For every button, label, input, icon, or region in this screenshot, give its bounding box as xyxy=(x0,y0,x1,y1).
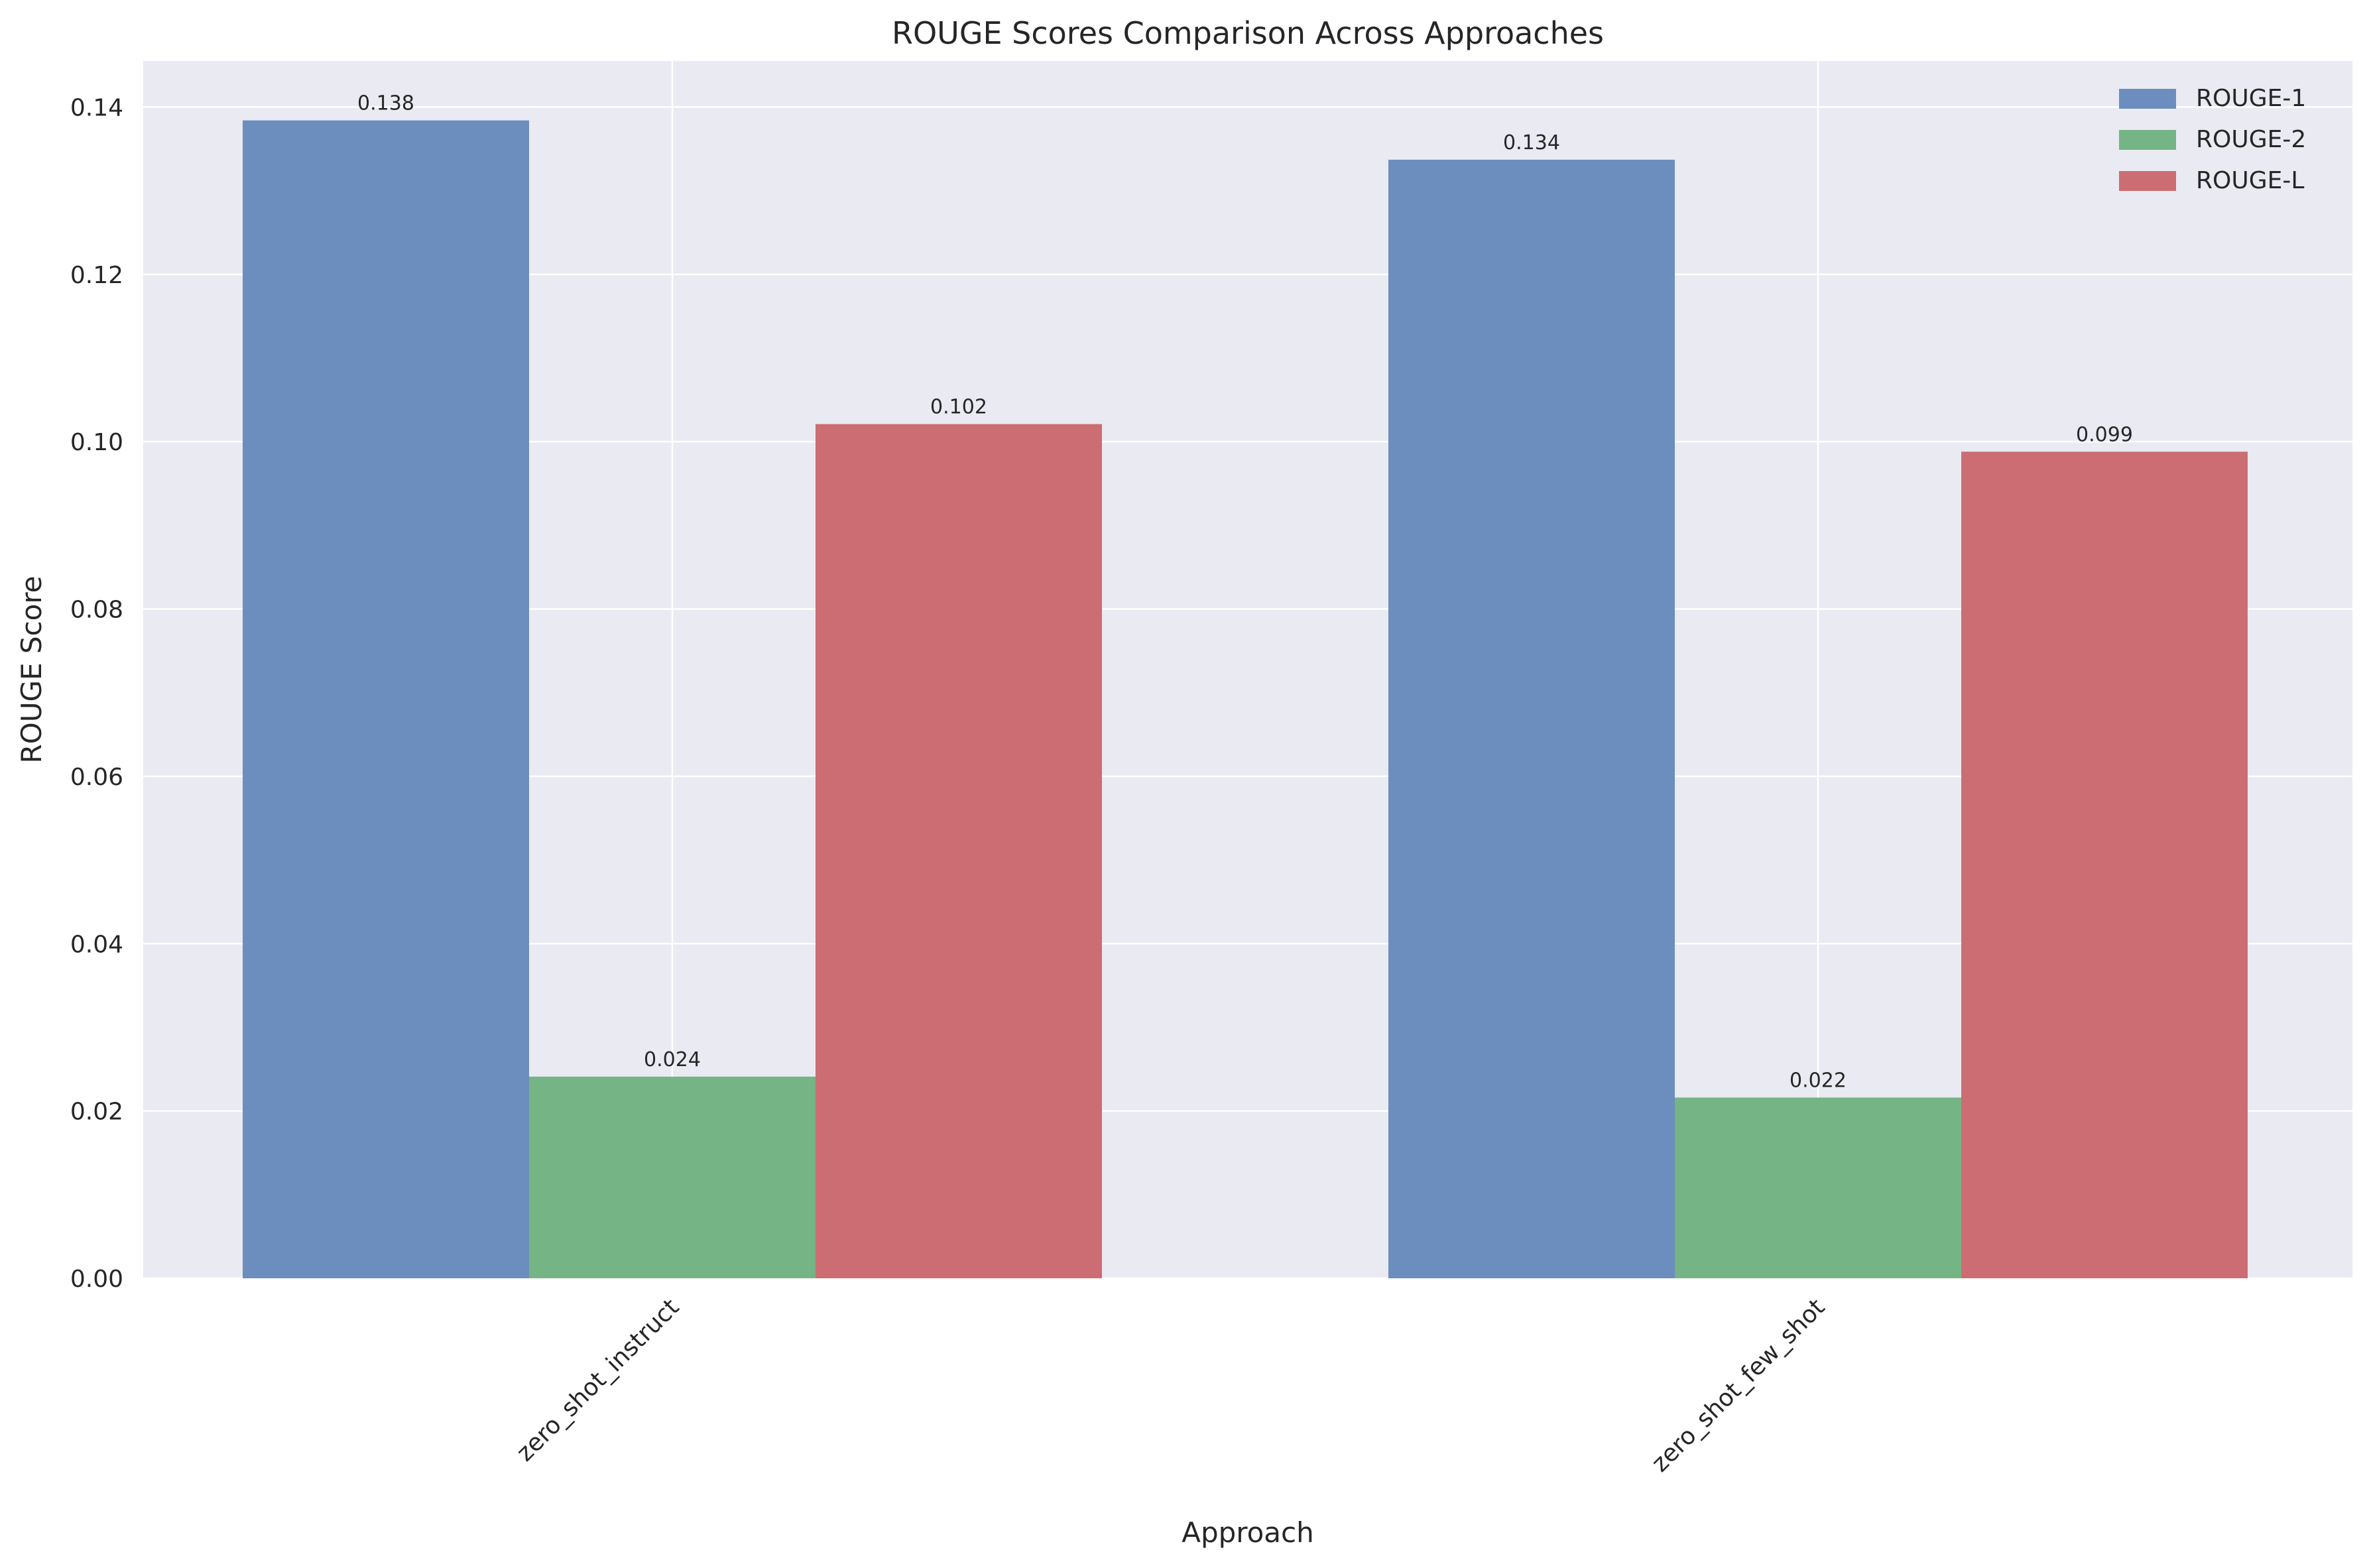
y-tick-label: 0.00 xyxy=(70,1266,123,1293)
legend-label: ROUGE-1 xyxy=(2196,85,2306,112)
data-labels: 0.138 0.024 0.102 0.134 0.022 0.099 xyxy=(357,92,2133,1093)
bar-rouge-2-zero_shot_instruct xyxy=(529,1076,816,1278)
y-axis-ticks: 0.00 0.02 0.04 0.06 0.08 0.10 0.12 0.14 xyxy=(70,94,123,1293)
legend: ROUGE-1 ROUGE-2 ROUGE-L xyxy=(2119,85,2306,194)
data-label: 0.102 xyxy=(930,396,987,419)
y-tick-label: 0.06 xyxy=(70,764,123,791)
y-tick-label: 0.10 xyxy=(70,429,123,456)
legend-label: ROUGE-2 xyxy=(2196,126,2306,153)
bar-rouge-l-zero_shot_instruct xyxy=(816,424,1102,1278)
data-label: 0.099 xyxy=(2076,423,2133,446)
legend-swatch xyxy=(2119,130,2176,150)
data-label: 0.134 xyxy=(1503,131,1560,154)
bar-rouge-1-zero_shot_instruct xyxy=(243,120,529,1278)
bar-rouge-2-zero_shot_few_shot xyxy=(1675,1097,1961,1278)
x-tick-label: zero_shot_few_shot xyxy=(1646,1294,1830,1477)
data-label: 0.024 xyxy=(644,1048,701,1071)
legend-swatch xyxy=(2119,171,2176,191)
legend-label: ROUGE-L xyxy=(2196,167,2304,194)
x-axis-label: Approach xyxy=(1182,1516,1314,1549)
data-label: 0.022 xyxy=(1790,1069,1847,1092)
y-tick-label: 0.14 xyxy=(70,94,123,121)
bar-rouge-l-zero_shot_few_shot xyxy=(1961,452,2248,1278)
legend-swatch xyxy=(2119,89,2176,109)
y-tick-label: 0.08 xyxy=(70,597,123,624)
bars xyxy=(243,120,2248,1279)
y-tick-label: 0.04 xyxy=(70,931,123,958)
y-axis-label: ROUGE Score xyxy=(15,575,48,763)
chart-title: ROUGE Scores Comparison Across Approache… xyxy=(892,15,1604,51)
x-axis-ticks: zero_shot_instruct zero_shot_few_shot xyxy=(511,1294,1830,1477)
x-tick-label: zero_shot_instruct xyxy=(511,1294,684,1467)
data-label: 0.138 xyxy=(357,92,414,115)
y-tick-label: 0.02 xyxy=(70,1099,123,1126)
y-tick-label: 0.12 xyxy=(70,262,123,289)
bar-rouge-1-zero_shot_few_shot xyxy=(1388,159,1675,1279)
